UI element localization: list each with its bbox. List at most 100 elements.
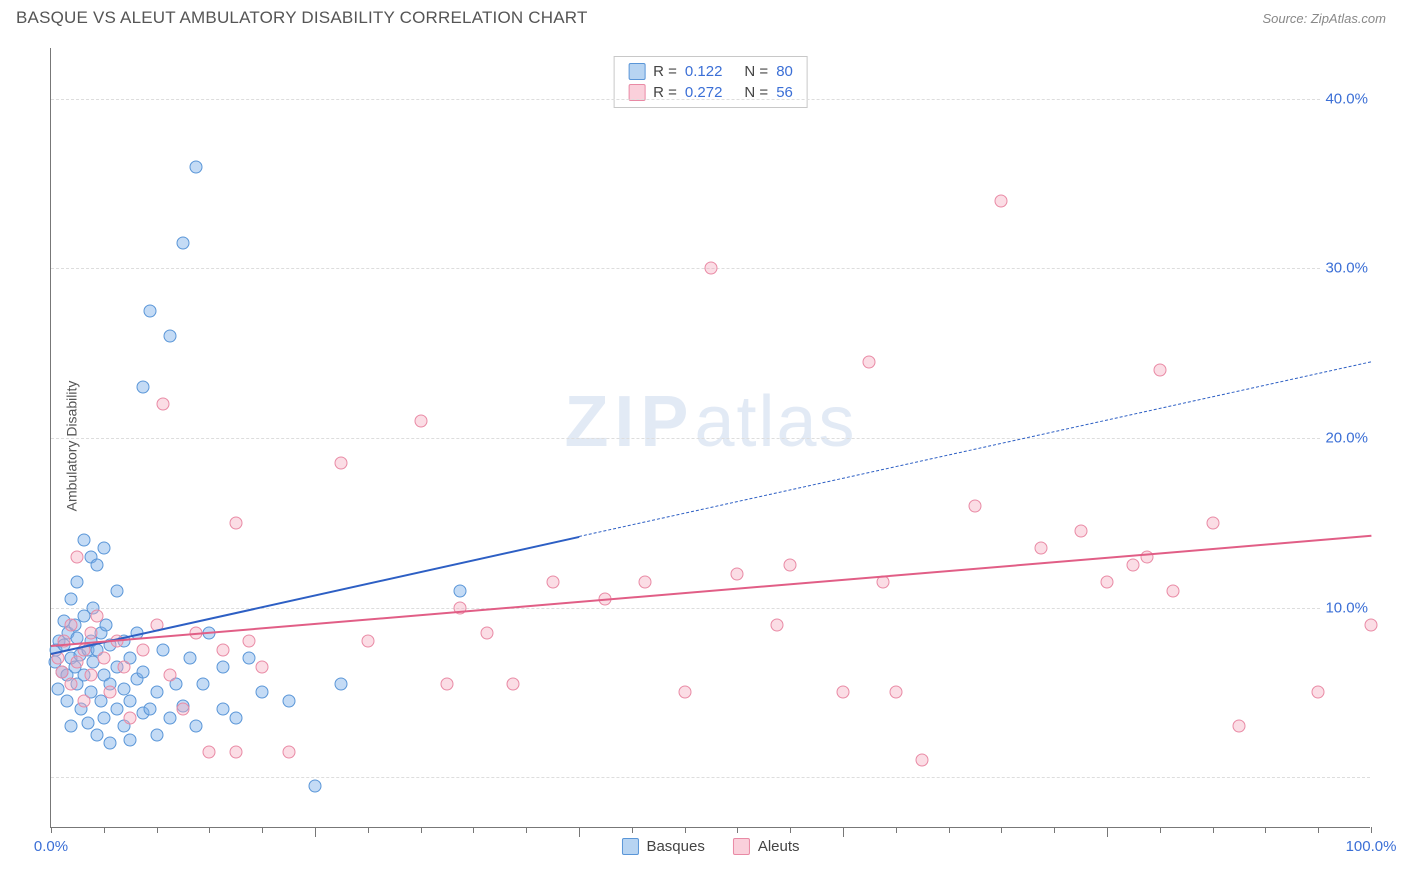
data-point xyxy=(84,627,97,640)
data-point xyxy=(216,660,229,673)
chart-title: BASQUE VS ALEUT AMBULATORY DISABILITY CO… xyxy=(16,8,588,28)
x-tick-mark xyxy=(421,827,422,833)
x-tick-label: 100.0% xyxy=(1346,838,1397,855)
data-point xyxy=(995,194,1008,207)
data-point xyxy=(1127,559,1140,572)
data-point xyxy=(97,711,110,724)
data-point xyxy=(190,160,203,173)
data-point xyxy=(282,694,295,707)
x-tick-mark xyxy=(737,827,738,833)
x-tick-mark-major xyxy=(315,827,316,837)
data-point xyxy=(78,694,91,707)
data-point xyxy=(243,635,256,648)
data-point xyxy=(190,720,203,733)
data-point xyxy=(256,660,269,673)
data-point xyxy=(196,677,209,690)
data-point xyxy=(441,677,454,690)
y-tick-label: 10.0% xyxy=(1321,599,1372,616)
data-point xyxy=(216,643,229,656)
x-tick-mark xyxy=(368,827,369,833)
x-tick-mark xyxy=(51,827,52,833)
data-point xyxy=(71,655,84,668)
data-point xyxy=(705,262,718,275)
data-point xyxy=(117,660,130,673)
data-point xyxy=(639,576,652,589)
data-point xyxy=(335,457,348,470)
x-tick-mark xyxy=(1054,827,1055,833)
data-point xyxy=(144,304,157,317)
x-tick-mark xyxy=(104,827,105,833)
gridline xyxy=(51,777,1370,778)
data-point xyxy=(144,703,157,716)
swatch-blue-icon xyxy=(621,838,638,855)
x-tick-mark xyxy=(157,827,158,833)
data-point xyxy=(97,652,110,665)
data-point xyxy=(863,355,876,368)
data-point xyxy=(1206,516,1219,529)
data-point xyxy=(91,559,104,572)
data-point xyxy=(1074,525,1087,538)
data-point xyxy=(124,694,137,707)
x-tick-mark xyxy=(1213,827,1214,833)
x-tick-mark xyxy=(632,827,633,833)
data-point xyxy=(55,666,68,679)
swatch-pink-icon xyxy=(733,838,750,855)
data-point xyxy=(1167,584,1180,597)
x-tick-label: 0.0% xyxy=(34,838,68,855)
data-point xyxy=(163,711,176,724)
data-point xyxy=(91,610,104,623)
data-point xyxy=(916,754,929,767)
data-point xyxy=(64,593,77,606)
watermark: ZIPatlas xyxy=(564,381,856,463)
data-point xyxy=(51,682,64,695)
data-point xyxy=(137,666,150,679)
data-point xyxy=(150,686,163,699)
gridline xyxy=(51,438,1370,439)
data-point xyxy=(64,618,77,631)
data-point xyxy=(229,745,242,758)
data-point xyxy=(137,643,150,656)
legend-row-basques: R = 0.122 N = 80 xyxy=(628,61,793,82)
data-point xyxy=(84,669,97,682)
data-point xyxy=(309,779,322,792)
data-point xyxy=(124,733,137,746)
y-tick-label: 20.0% xyxy=(1321,430,1372,447)
x-tick-mark xyxy=(1001,827,1002,833)
data-point xyxy=(64,677,77,690)
data-point xyxy=(104,737,117,750)
x-tick-mark xyxy=(790,827,791,833)
data-point xyxy=(78,533,91,546)
data-point xyxy=(1365,618,1378,631)
data-point xyxy=(91,728,104,741)
data-point xyxy=(889,686,902,699)
data-point xyxy=(163,669,176,682)
data-point xyxy=(60,694,73,707)
data-point xyxy=(480,627,493,640)
data-point xyxy=(124,711,137,724)
data-point xyxy=(454,584,467,597)
data-point xyxy=(1312,686,1325,699)
x-tick-mark xyxy=(685,827,686,833)
data-point xyxy=(97,542,110,555)
data-point xyxy=(229,711,242,724)
data-point xyxy=(335,677,348,690)
x-tick-mark xyxy=(1160,827,1161,833)
x-tick-mark xyxy=(1265,827,1266,833)
data-point xyxy=(1233,720,1246,733)
data-point xyxy=(229,516,242,529)
x-tick-mark xyxy=(1318,827,1319,833)
data-point xyxy=(969,499,982,512)
data-point xyxy=(177,237,190,250)
data-point xyxy=(104,686,117,699)
data-point xyxy=(81,716,94,729)
data-point xyxy=(546,576,559,589)
data-point xyxy=(71,550,84,563)
data-point xyxy=(784,559,797,572)
data-point xyxy=(183,652,196,665)
data-point xyxy=(1101,576,1114,589)
data-point xyxy=(157,643,170,656)
data-point xyxy=(157,398,170,411)
data-point xyxy=(137,381,150,394)
x-tick-mark xyxy=(526,827,527,833)
data-point xyxy=(216,703,229,716)
